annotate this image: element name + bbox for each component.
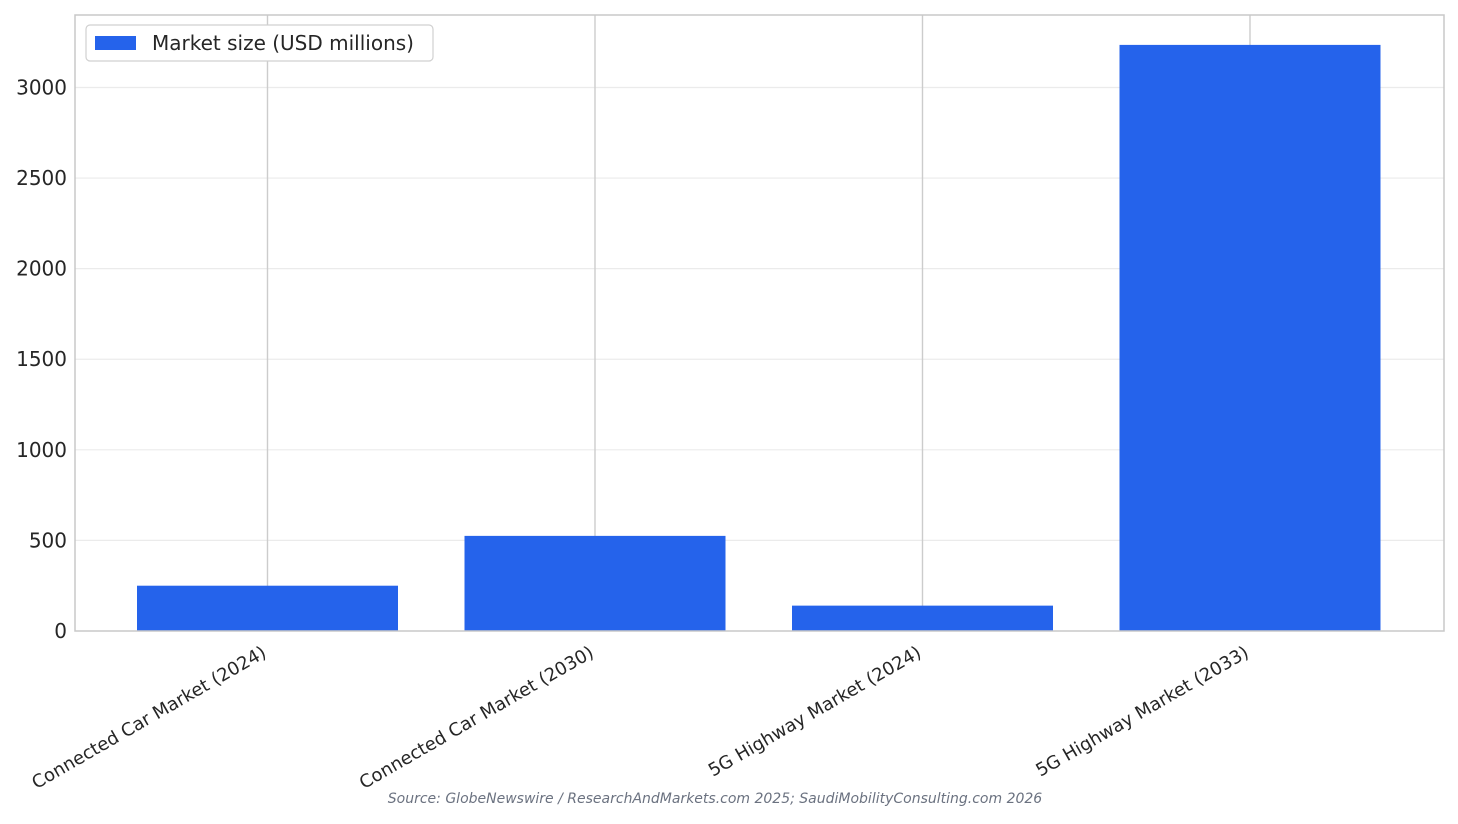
x-tick-label: 5G Highway Market (2024) xyxy=(705,642,925,781)
legend-label: Market size (USD millions) xyxy=(152,31,414,55)
y-tick-label: 1000 xyxy=(16,438,67,462)
y-tick-label: 3000 xyxy=(16,75,67,99)
y-axis-ticks: 0 500 1000 1500 2000 2500 3000 xyxy=(16,75,67,643)
legend-swatch xyxy=(95,36,136,50)
x-tick-label: Connected Car Market (2030) xyxy=(356,642,598,794)
y-tick-label: 2000 xyxy=(16,257,67,281)
y-tick-label: 2500 xyxy=(16,166,67,190)
plot-frame xyxy=(74,14,1445,632)
bar xyxy=(1119,44,1381,632)
x-tick-label: 5G Highway Market (2033) xyxy=(1032,642,1252,781)
y-tick-label: 500 xyxy=(29,528,67,552)
x-tick-label: Connected Car Market (2024) xyxy=(28,642,270,794)
y-tick-label: 0 xyxy=(54,619,67,643)
legend: Market size (USD millions) xyxy=(85,24,434,62)
legend-box xyxy=(85,24,434,62)
bar xyxy=(464,535,726,631)
y-tick-label: 1500 xyxy=(16,347,67,371)
bar-layer xyxy=(137,44,1381,632)
bar xyxy=(137,585,398,631)
x-axis-ticks: Connected Car Market (2024) Connected Car… xyxy=(28,642,1252,794)
source-note: Source: GlobeNewswire / ResearchAndMarke… xyxy=(387,791,1043,807)
bar xyxy=(792,605,1053,631)
